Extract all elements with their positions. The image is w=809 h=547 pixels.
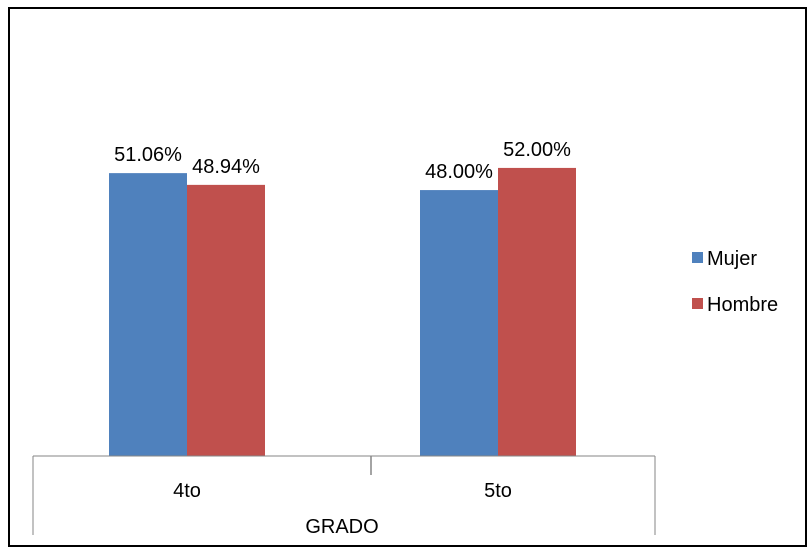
bar-hombre-4to — [187, 184, 265, 456]
bar-mujer-5to — [420, 190, 498, 456]
category-label-5to: 5to — [484, 480, 512, 502]
legend-swatch-mujer — [692, 252, 703, 263]
category-labels: 4to 5to — [173, 480, 512, 502]
data-label-mujer-4to: 51.06% — [114, 144, 182, 166]
data-label-hombre-5to: 52.00% — [503, 139, 571, 161]
bar-hombre-5to — [498, 167, 576, 457]
legend: Mujer Hombre — [692, 248, 778, 316]
data-label-hombre-4to: 48.94% — [192, 156, 260, 178]
bar-mujer-4to — [109, 173, 187, 456]
legend-swatch-hombre — [692, 298, 703, 309]
bar-chart: 51.06% 48.94% 48.00% 52.00% 4to 5to GRADO M… — [32, 139, 778, 535]
x-axis-title: GRADO — [305, 516, 378, 535]
data-label-mujer-5to: 48.00% — [425, 161, 493, 183]
legend-label-mujer: Mujer — [707, 248, 757, 270]
legend-label-hombre: Hombre — [707, 294, 778, 316]
bars-group: 51.06% 48.94% 48.00% 52.00% — [109, 139, 576, 457]
x-axis — [32, 455, 656, 535]
category-label-4to: 4to — [173, 480, 201, 502]
